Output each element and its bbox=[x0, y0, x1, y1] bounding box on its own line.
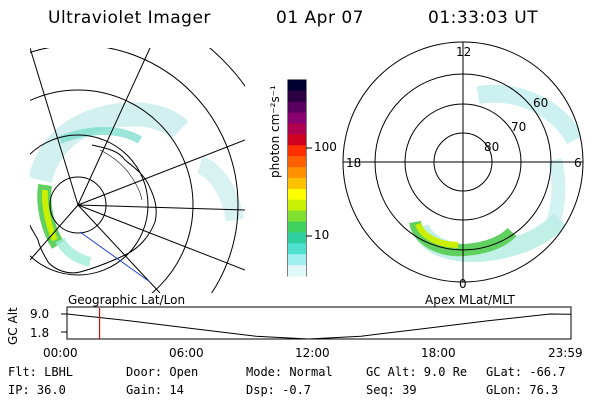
seq-status: Seq: 39 bbox=[366, 383, 417, 397]
time-tick-2359: 23:59 bbox=[548, 346, 583, 360]
colorbar-unit-label: photon cm⁻²s⁻¹ bbox=[268, 85, 282, 178]
dsp-status: Dsp: -0.7 bbox=[246, 383, 312, 397]
colorbar-cell bbox=[288, 123, 306, 135]
ip-status: IP: 36.0 bbox=[8, 383, 66, 397]
colorbar-cell bbox=[288, 90, 306, 103]
colorbar-cell bbox=[288, 80, 306, 92]
altitude-ytick-9: 9.0 bbox=[30, 307, 50, 321]
altitude-ytick-1-8: 1.8 bbox=[30, 326, 50, 340]
colorbar bbox=[287, 79, 312, 277]
colorbar-cell bbox=[288, 254, 306, 266]
polar-plot bbox=[342, 41, 584, 283]
gain-status: Gain: 14 bbox=[126, 383, 184, 397]
header-time: 01:33:03 UT bbox=[428, 8, 539, 28]
colorbar-cell bbox=[288, 221, 306, 233]
time-tick-0000: 00:00 bbox=[43, 346, 78, 360]
mlt-label-12: 12 bbox=[456, 45, 472, 59]
glat-status: GLat: -66.7 bbox=[486, 365, 566, 379]
altitude-ylabel: GC Alt bbox=[6, 307, 20, 345]
colorbar-cell bbox=[288, 210, 306, 223]
mlat-label-80: 80 bbox=[484, 140, 500, 154]
filter-status: Flt: LBHL bbox=[8, 365, 74, 379]
orbit-altitude-curve bbox=[66, 313, 571, 340]
right-panel-label: Apex MLat/MLT bbox=[425, 293, 515, 307]
glon-status: GLon: 76.3 bbox=[486, 383, 559, 397]
colorbar-cell bbox=[288, 156, 306, 168]
altitude-plot bbox=[61, 306, 572, 340]
mlt-label-6: 6 bbox=[574, 156, 582, 170]
app-title: Ultraviolet Imager bbox=[48, 8, 211, 28]
mlat-label-60: 60 bbox=[533, 96, 549, 110]
colorbar-cell bbox=[288, 265, 306, 277]
mode-status: Mode: Normal bbox=[246, 365, 333, 379]
colorbar-tick-10: 10 bbox=[314, 228, 330, 242]
mlt-label-18: 18 bbox=[346, 156, 362, 170]
colorbar-cell bbox=[288, 188, 306, 201]
colorbar-cell bbox=[288, 199, 306, 212]
door-status: Door: Open bbox=[126, 365, 199, 379]
left-panel-label: Geographic Lat/Lon bbox=[68, 293, 186, 307]
colorbar-cell bbox=[288, 101, 306, 114]
mlt-label-0: 0 bbox=[459, 277, 467, 291]
header-date: 01 Apr 07 bbox=[276, 8, 364, 28]
time-tick-0600: 06:00 bbox=[169, 346, 204, 360]
colorbar-cell bbox=[288, 178, 306, 190]
time-tick-1800: 18:00 bbox=[421, 346, 456, 360]
time-tick-1200: 12:00 bbox=[295, 346, 330, 360]
colorbar-cell bbox=[288, 243, 306, 255]
colorbar-cell bbox=[288, 145, 306, 157]
geographic-map bbox=[30, 48, 245, 293]
colorbar-cell bbox=[288, 167, 306, 179]
gc-alt-status: GC Alt: 9.0 Re bbox=[366, 365, 468, 379]
mlat-label-70: 70 bbox=[511, 120, 527, 134]
colorbar-tick-100: 100 bbox=[314, 140, 337, 154]
colorbar-cell bbox=[288, 134, 306, 146]
colorbar-cell bbox=[288, 112, 306, 125]
colorbar-cell bbox=[288, 232, 306, 244]
